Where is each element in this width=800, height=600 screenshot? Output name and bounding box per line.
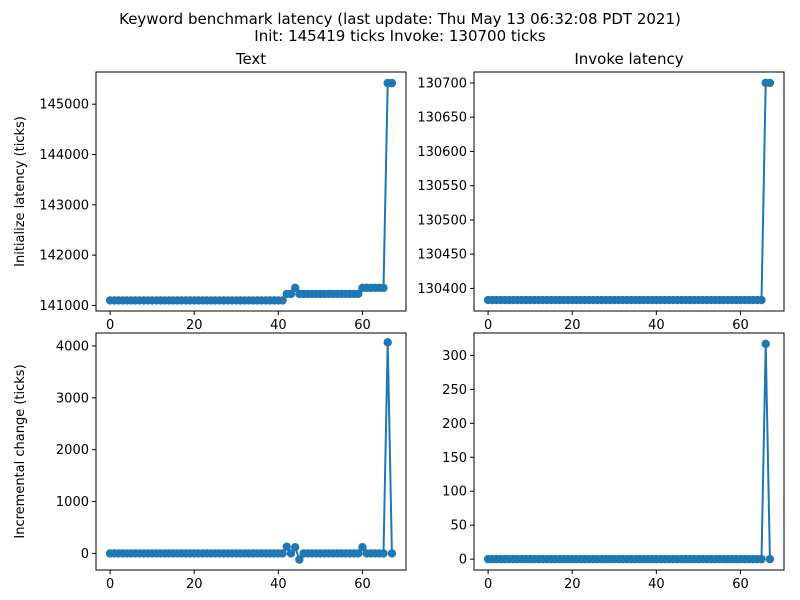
y-tick-label: 130450 — [417, 248, 467, 263]
data-point — [354, 549, 363, 558]
x-tick-label: 0 — [106, 577, 114, 592]
x-tick-label: 40 — [270, 577, 287, 592]
y-axis-label: Incremental change (ticks) — [13, 364, 28, 538]
y-tick-label: 144000 — [39, 148, 89, 163]
subplot-invoke-latency: 0 20 40 60 130400 130450 130500 130550 130600 130… — [417, 50, 785, 333]
data-point — [286, 549, 296, 558]
figure-title-line1: Keyword benchmark latency (last update: … — [119, 10, 681, 28]
data-point — [757, 554, 766, 564]
data-point — [278, 296, 287, 305]
y-tick-label: 141000 — [39, 299, 89, 314]
subplot-title: Invoke latency — [574, 50, 683, 68]
data-point — [278, 549, 287, 558]
x-tick-label: 0 — [484, 577, 492, 592]
x-tick-label: 0 — [484, 318, 492, 333]
subplot-text-incremental-change: 0 20 40 60 0 1000 2000 3000 4000 Incremental chan… — [13, 332, 407, 592]
y-tick-label: 143000 — [39, 198, 89, 213]
data-point — [387, 549, 397, 558]
data-point — [295, 555, 304, 564]
y-tick-label: 150 — [442, 451, 467, 466]
data-point — [379, 283, 388, 293]
y-tick-label: 130650 — [417, 111, 467, 126]
y-tick-label: 50 — [450, 519, 467, 534]
subplot-text-initialize-latency: 0 20 40 60 141000 142000 143000 144000 145000 Tex… — [13, 50, 407, 333]
y-tick-label: 300 — [442, 349, 467, 364]
y-tick-label: 2000 — [56, 443, 89, 458]
x-tick-label: 20 — [564, 318, 581, 333]
x-tick-label: 40 — [270, 318, 287, 333]
y-tick-label: 1000 — [56, 495, 89, 510]
y-tick-label: 0 — [81, 547, 89, 562]
data-point — [354, 289, 363, 299]
subplot-title: Text — [235, 50, 266, 68]
y-tick-label: 130400 — [417, 282, 467, 297]
data-point — [383, 338, 392, 347]
data-point — [757, 295, 766, 305]
y-tick-label: 250 — [442, 383, 467, 398]
x-tick-label: 20 — [186, 318, 203, 333]
x-tick-label: 60 — [732, 318, 749, 333]
axes-frame — [473, 332, 785, 571]
x-tick-label: 40 — [648, 577, 665, 592]
axes-frame — [95, 332, 407, 571]
data-point — [290, 542, 300, 552]
data-point — [765, 554, 775, 564]
x-tick-label: 60 — [354, 318, 371, 333]
data-point — [765, 78, 775, 88]
x-tick-label: 60 — [354, 577, 371, 592]
x-tick-label: 0 — [106, 318, 114, 333]
data-point — [282, 542, 291, 551]
data-point — [290, 283, 300, 293]
y-tick-label: 4000 — [56, 339, 89, 354]
x-tick-label: 20 — [564, 577, 581, 592]
y-tick-label: 130550 — [417, 179, 467, 194]
y-tick-label: 0 — [459, 553, 467, 568]
x-tick-label: 20 — [186, 577, 203, 592]
data-point — [286, 289, 296, 299]
data-point — [379, 549, 388, 558]
data-point — [358, 542, 367, 552]
y-tick-label: 3000 — [56, 391, 89, 406]
axes-frame — [95, 71, 407, 312]
y-tick-label: 145000 — [39, 98, 89, 113]
y-axis-label: Initialize latency (ticks) — [13, 116, 28, 267]
y-tick-label: 130700 — [417, 76, 467, 91]
y-tick-label: 100 — [442, 485, 467, 500]
y-tick-label: 130600 — [417, 145, 467, 160]
data-point — [387, 78, 397, 88]
x-tick-label: 60 — [732, 577, 749, 592]
axes-frame — [473, 71, 785, 312]
subplot-invoke-incremental-change: 0 20 40 60 0 50 100 150 200 250 300 — [442, 332, 785, 592]
x-tick-label: 40 — [648, 318, 665, 333]
data-point — [761, 339, 770, 349]
y-tick-label: 142000 — [39, 249, 89, 264]
y-tick-label: 130500 — [417, 213, 467, 228]
figure-title-line2: Init: 145419 ticks Invoke: 130700 ticks — [254, 27, 546, 45]
y-tick-label: 200 — [442, 417, 467, 432]
